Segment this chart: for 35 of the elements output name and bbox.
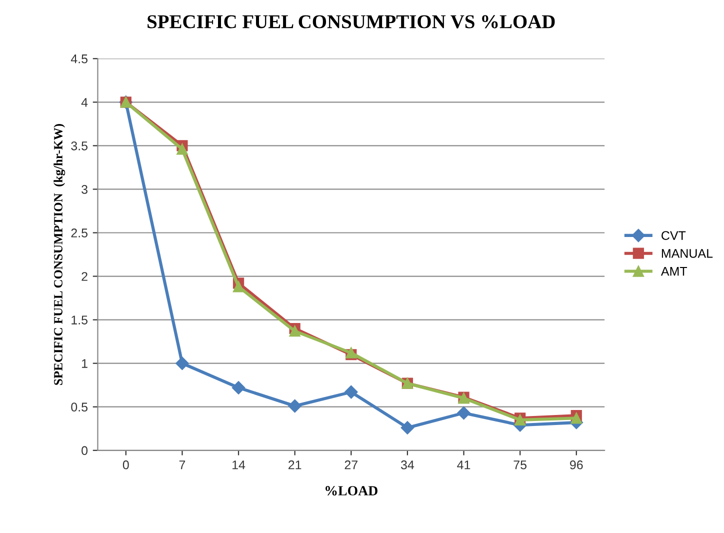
- point: [457, 406, 470, 420]
- point: [176, 144, 188, 155]
- x-tick-label: 41: [457, 460, 470, 470]
- point: [344, 385, 358, 399]
- y-tick-label: 4.5: [70, 54, 88, 64]
- y-tick-label: 0: [82, 446, 88, 456]
- point: [570, 412, 582, 424]
- legend-label: CVT: [662, 231, 686, 240]
- x-tick-label: 34: [400, 460, 414, 470]
- y-tick-label: 3.5: [71, 141, 88, 150]
- x-axis-title: %LOAD: [326, 486, 378, 496]
- legend-label: MANUAL: [662, 249, 713, 258]
- legend-label: AMT: [660, 267, 688, 276]
- x-tick-label: 96: [570, 460, 583, 470]
- point: [232, 281, 244, 292]
- y-tick-label: 2: [82, 272, 88, 281]
- point: [400, 421, 414, 434]
- chart-title: SPECIFIC FUEL CONSUMPTION VS %LOAD: [148, 15, 555, 28]
- x-tick-label: 75: [514, 460, 526, 470]
- x-tick-label: 14: [232, 460, 246, 470]
- y-tick-label: 0.5: [71, 402, 88, 412]
- x-tick-label: 0: [122, 460, 129, 470]
- point: [232, 381, 246, 394]
- y-tick-label: 4: [81, 98, 88, 107]
- point: [289, 326, 300, 337]
- y-tick-label: 1: [82, 359, 88, 368]
- y-tick-label: 1.5: [72, 316, 88, 324]
- y-tick-label: 3: [82, 185, 88, 194]
- y-axis-title: SPECIFIC FUEL CONSUMPTION (kg/hr-KW): [54, 124, 66, 385]
- point: [176, 356, 189, 370]
- x-tick-label: 21: [288, 460, 302, 470]
- y-tick-label: 2.5: [71, 228, 88, 238]
- x-tick-label: 7: [179, 460, 186, 470]
- x-tick-label: 27: [344, 460, 358, 470]
- point: [288, 399, 302, 413]
